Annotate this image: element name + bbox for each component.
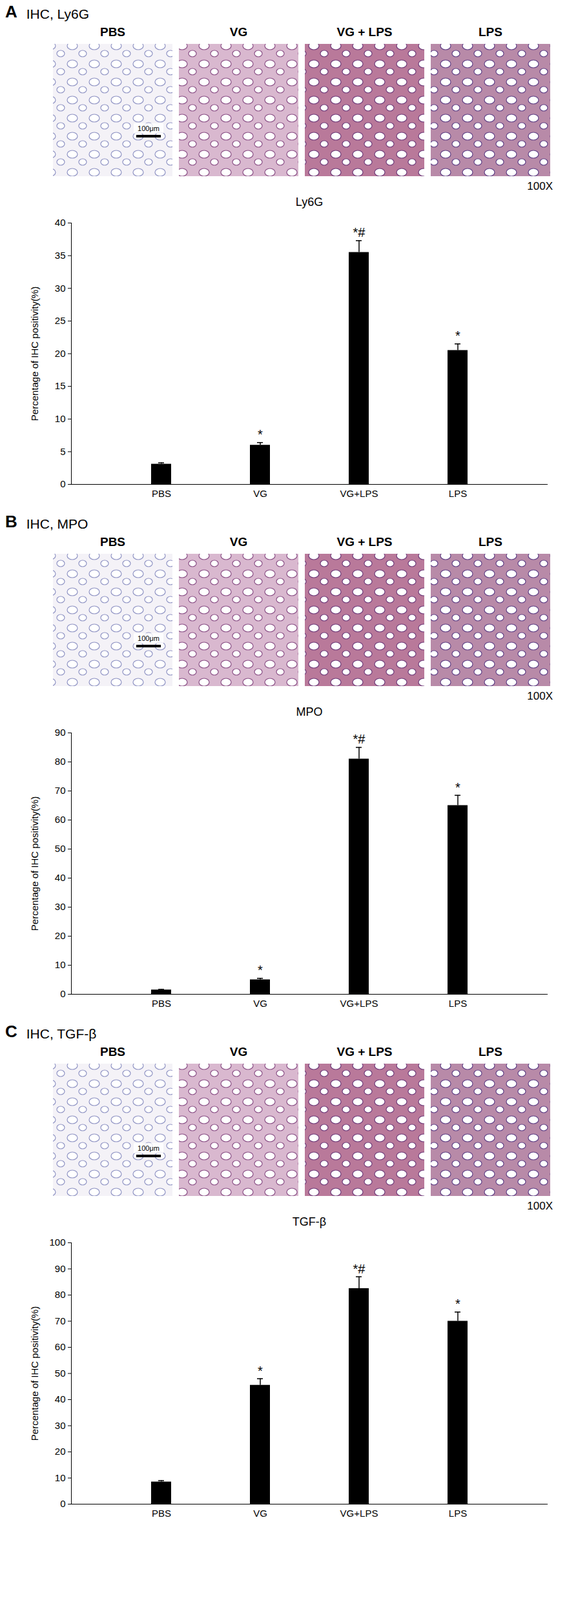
svg-text:VG + LPS: VG + LPS (336, 535, 392, 549)
svg-text:LPS: LPS (478, 535, 503, 549)
html-text:100X: 100X (527, 180, 553, 193)
svg-text:20: 20 (54, 930, 66, 942)
svg-text:VG: VG (253, 998, 268, 1010)
html-text:MPO: MPO (296, 705, 323, 719)
svg-text:*: * (257, 1364, 263, 1379)
svg-text:Percentage of IHC positivity(%: Percentage of IHC positivity(%) (29, 796, 41, 932)
html-text:100X: 100X (527, 690, 553, 703)
svg-text:10: 10 (54, 1473, 66, 1485)
svg-text:LPS: LPS (448, 1508, 467, 1520)
svg-text:0: 0 (60, 988, 66, 1000)
svg-text:60: 60 (54, 1341, 66, 1353)
svg-text:40: 40 (54, 216, 66, 228)
svg-text:90: 90 (54, 727, 66, 739)
svg-text:10: 10 (54, 413, 66, 425)
svg-text:LPS: LPS (448, 488, 467, 500)
svg-text:30: 30 (54, 1420, 66, 1432)
html-text:C: C (5, 1022, 18, 1042)
svg-text:50: 50 (54, 843, 66, 855)
svg-text:80: 80 (54, 1289, 66, 1301)
svg-text:Percentage of IHC positivity(%: Percentage of IHC positivity(%) (29, 1307, 41, 1442)
html-text:B: B (5, 512, 18, 532)
svg-text:*: * (257, 963, 263, 978)
svg-text:35: 35 (54, 249, 66, 261)
svg-text:70: 70 (54, 1316, 66, 1328)
svg-text:40: 40 (54, 872, 66, 884)
svg-text:Percentage of IHC positivity(%: Percentage of IHC positivity(%) (29, 286, 41, 422)
svg-text:20: 20 (54, 348, 66, 360)
svg-text:*#: *# (353, 1262, 367, 1277)
svg-text:VG: VG (229, 535, 248, 549)
svg-text:VG: VG (253, 488, 268, 500)
html-text:TGF-β: TGF-β (292, 1216, 327, 1229)
svg-text:30: 30 (54, 282, 66, 294)
svg-text:0: 0 (60, 478, 66, 490)
svg-text:PBS: PBS (100, 535, 126, 549)
svg-text:0: 0 (60, 1498, 66, 1510)
html-text:IHC, MPO: IHC, MPO (26, 516, 89, 532)
svg-text:100μm: 100μm (137, 1144, 160, 1153)
svg-text:40: 40 (54, 1394, 66, 1406)
svg-text:LPS: LPS (448, 998, 467, 1010)
svg-text:PBS: PBS (100, 25, 126, 39)
svg-text:70: 70 (54, 785, 66, 797)
svg-text:VG + LPS: VG + LPS (336, 1045, 392, 1060)
svg-text:15: 15 (54, 380, 66, 392)
svg-text:PBS: PBS (151, 998, 172, 1010)
svg-text:90: 90 (54, 1263, 66, 1275)
svg-text:*: * (257, 427, 263, 442)
html-text:A: A (5, 1, 18, 22)
svg-text:*#: *# (353, 225, 367, 240)
svg-text:VG+LPS: VG+LPS (340, 1508, 379, 1520)
svg-text:VG+LPS: VG+LPS (340, 998, 379, 1010)
svg-text:VG+LPS: VG+LPS (340, 488, 379, 500)
svg-text:*#: *# (353, 732, 367, 747)
svg-text:100: 100 (49, 1237, 66, 1249)
svg-text:25: 25 (54, 315, 66, 327)
svg-text:VG: VG (229, 25, 248, 39)
svg-text:10: 10 (54, 959, 66, 971)
svg-text:30: 30 (54, 901, 66, 913)
svg-text:PBS: PBS (100, 1045, 126, 1060)
html-text:IHC, Ly6G: IHC, Ly6G (26, 6, 90, 22)
svg-text:VG + LPS: VG + LPS (336, 25, 392, 39)
svg-text:LPS: LPS (478, 1045, 503, 1060)
svg-text:5: 5 (60, 446, 66, 458)
svg-text:50: 50 (54, 1368, 66, 1380)
svg-text:PBS: PBS (151, 488, 172, 500)
html-text:100X: 100X (527, 1200, 553, 1213)
svg-text:PBS: PBS (151, 1508, 172, 1520)
svg-text:*: * (455, 328, 461, 343)
svg-text:60: 60 (54, 814, 66, 826)
html-text:Ly6G: Ly6G (295, 195, 324, 209)
svg-text:*: * (455, 780, 461, 795)
svg-text:100μm: 100μm (137, 124, 160, 133)
svg-text:20: 20 (54, 1446, 66, 1458)
svg-text:VG: VG (229, 1045, 248, 1060)
svg-text:80: 80 (54, 756, 66, 768)
svg-text:*: * (455, 1297, 461, 1312)
svg-text:VG: VG (253, 1508, 268, 1520)
svg-text:LPS: LPS (478, 25, 503, 39)
html-text:IHC, TGF-β: IHC, TGF-β (26, 1026, 97, 1042)
svg-text:100μm: 100μm (137, 634, 160, 643)
